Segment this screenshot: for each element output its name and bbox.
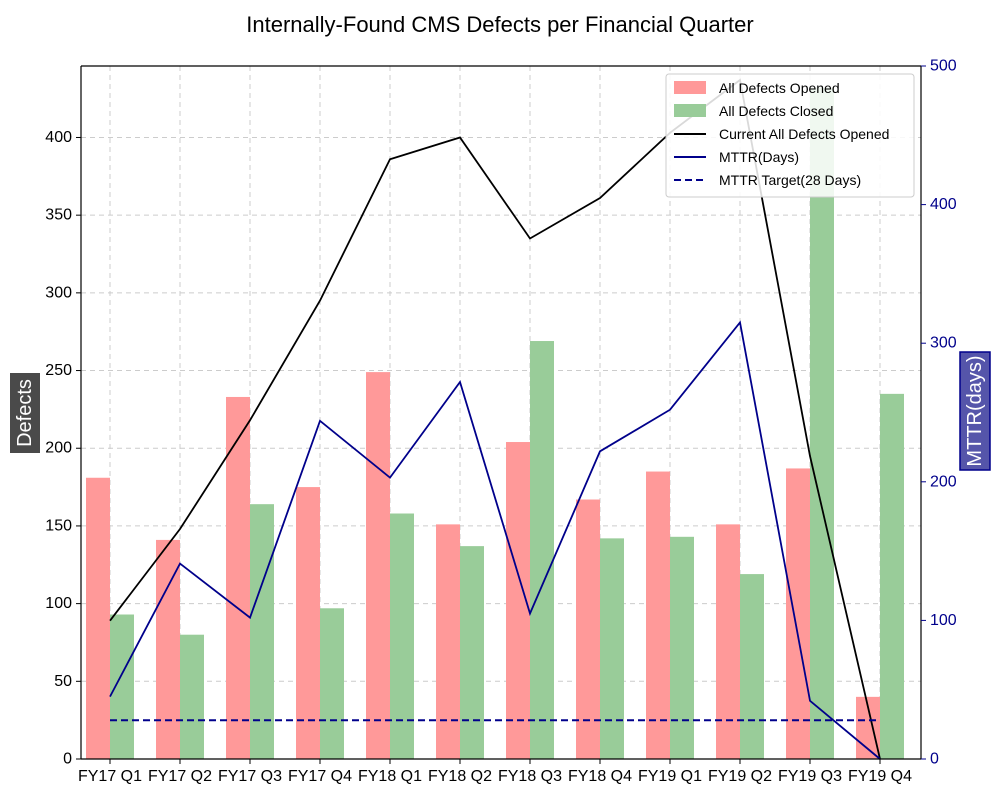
- bar-all-defects-opened-8: [646, 471, 670, 759]
- y-tick-label: 400: [45, 129, 72, 146]
- y2-tick-label: 200: [930, 473, 957, 490]
- x-tick-label: FY18 Q2: [428, 768, 492, 785]
- bar-all-defects-closed-10: [810, 87, 834, 760]
- y-tick-label: 300: [45, 284, 72, 301]
- x-tick-label: FY18 Q4: [568, 768, 632, 785]
- x-tick-label: FY19 Q1: [638, 768, 702, 785]
- axes: [80, 65, 922, 760]
- y-axis-label-right: MTTR(days): [959, 351, 991, 471]
- y-tick-label: 0: [63, 751, 72, 768]
- y2-tick-label: 400: [930, 196, 957, 213]
- legend-box: [665, 73, 915, 198]
- line-mttr-days-: [109, 320, 881, 760]
- y-tick-label: 50: [54, 673, 72, 690]
- legend-swatch: [674, 81, 706, 94]
- x-tick-label: FY17 Q4: [288, 768, 352, 785]
- y2-tick-label: 0: [930, 751, 939, 768]
- x-tick-label: FY18 Q3: [498, 768, 562, 785]
- bar-all-defects-closed-5: [460, 546, 484, 759]
- bar-all-defects-closed-3: [320, 608, 344, 759]
- bar-all-defects-closed-1: [180, 634, 204, 759]
- x-tick-label: FY17 Q1: [78, 768, 142, 785]
- x-tick-label: FY19 Q4: [848, 768, 912, 785]
- bar-all-defects-opened-3: [296, 487, 320, 759]
- bar-all-defects-closed-6: [530, 341, 554, 759]
- legend-label: MTTR Target(28 Days): [719, 172, 861, 188]
- y-axis-label-right-text: MTTR(days): [964, 355, 986, 466]
- x-tick-label: FY17 Q3: [218, 768, 282, 785]
- bar-all-defects-opened-1: [156, 539, 180, 759]
- bar-all-defects-opened-2: [226, 396, 250, 759]
- ticks: 0 50 100 150 200 250 300 350 400 0 100 200 300 400 500…: [45, 58, 957, 786]
- y-axis-label-left: Defects: [10, 373, 40, 453]
- y-axis-label-left-box: [10, 373, 40, 453]
- bar-all-defects-closed-2: [250, 504, 274, 759]
- bar-all-defects-closed-9: [740, 574, 764, 759]
- legend-swatch: [674, 104, 706, 117]
- y-tick-label: 250: [45, 362, 72, 379]
- legend: All Defects Opened All Defects Closed Curr…: [665, 73, 915, 198]
- bar-all-defects-opened-4: [366, 372, 390, 759]
- y2-tick-label: 100: [930, 612, 957, 629]
- bar-all-defects-closed-4: [390, 513, 414, 759]
- legend-label: MTTR(Days): [719, 149, 799, 165]
- legend-label: Current All Defects Opened: [719, 126, 889, 142]
- bar-all-defects-opened-5: [436, 524, 460, 759]
- bar-all-defects-opened-10: [786, 468, 810, 759]
- x-tick-label: FY17 Q2: [148, 768, 212, 785]
- y-tick-label: 350: [45, 207, 72, 224]
- legend-label: All Defects Closed: [719, 103, 833, 119]
- y-tick-label: 150: [45, 517, 72, 534]
- x-tick-label: FY18 Q1: [358, 768, 422, 785]
- bar-all-defects-closed-8: [670, 536, 694, 759]
- bar-all-defects-closed-11: [880, 393, 904, 759]
- bars: [86, 87, 904, 760]
- chart-title: Internally-Found CMS Defects per Financi…: [246, 12, 753, 37]
- bar-all-defects-opened-9: [716, 524, 740, 759]
- legend-label: All Defects Opened: [719, 80, 840, 96]
- bar-all-defects-opened-7: [576, 499, 600, 759]
- y-tick-label: 100: [45, 595, 72, 612]
- x-tick-label: FY19 Q3: [778, 768, 842, 785]
- y-tick-label: 200: [45, 440, 72, 457]
- x-tick-label: FY19 Q2: [708, 768, 772, 785]
- bar-all-defects-closed-0: [110, 614, 134, 759]
- y2-tick-label: 300: [930, 335, 957, 352]
- y-axis-label-left-text: Defects: [14, 379, 36, 447]
- bar-all-defects-closed-7: [600, 538, 624, 759]
- bar-all-defects-opened-0: [86, 477, 110, 759]
- y2-tick-label: 500: [930, 58, 957, 75]
- y-axis-label-right-box: [959, 351, 991, 471]
